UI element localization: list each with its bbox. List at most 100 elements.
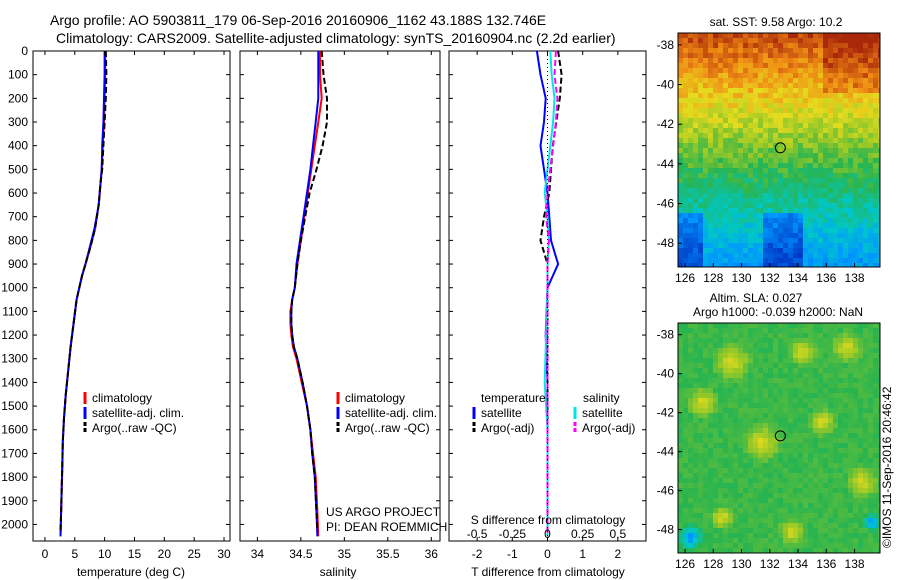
- sla-cell: [823, 403, 828, 408]
- sst-cell: [848, 188, 853, 193]
- sst-cell: [813, 128, 818, 133]
- sla-cell: [748, 458, 753, 463]
- sst-cell: [788, 208, 793, 213]
- sla-cell: [698, 408, 703, 413]
- sst-cell: [863, 58, 868, 63]
- sla-cell: [703, 548, 708, 553]
- map-lon-tick-label: 128: [703, 557, 723, 571]
- sla-cell: [743, 523, 748, 528]
- sst-cell: [828, 63, 833, 68]
- sla-cell: [698, 543, 703, 548]
- sst-cell: [853, 238, 858, 243]
- sla-cell: [723, 458, 728, 463]
- sla-cell: [758, 533, 763, 538]
- sla-cell: [803, 513, 808, 518]
- sla-cell: [678, 473, 683, 478]
- sst-cell: [783, 213, 788, 218]
- sst-cell: [773, 213, 778, 218]
- sla-cell: [718, 473, 723, 478]
- sst-cell: [688, 138, 693, 143]
- sla-cell: [808, 368, 813, 373]
- sla-cell: [823, 323, 828, 328]
- sst-cell: [708, 248, 713, 253]
- sla-cell: [678, 378, 683, 383]
- sst-cell: [808, 133, 813, 138]
- sla-cell: [763, 518, 768, 523]
- sla-cell: [758, 383, 763, 388]
- sst-cell: [728, 88, 733, 93]
- sst-cell: [698, 78, 703, 83]
- sla-cell: [748, 468, 753, 473]
- sla-cell: [723, 478, 728, 483]
- sla-cell: [683, 393, 688, 398]
- sla-cell: [828, 408, 833, 413]
- sla-cell: [718, 373, 723, 378]
- sst-cell: [878, 158, 880, 163]
- sla-cell: [688, 473, 693, 478]
- sst-cell: [723, 183, 728, 188]
- sla-cell: [843, 428, 848, 433]
- sla-cell: [758, 483, 763, 488]
- sst-cell: [838, 148, 843, 153]
- sst-cell: [753, 223, 758, 228]
- sla-cell: [793, 548, 798, 553]
- sst-cell: [853, 183, 858, 188]
- sst-cell: [818, 98, 823, 103]
- sst-cell: [678, 223, 683, 228]
- sla-cell: [878, 388, 880, 393]
- series-line-satellite-adj-clim-: [59, 51, 106, 537]
- sla-cell: [823, 353, 828, 358]
- sla-cell: [708, 498, 713, 503]
- sla-cell: [783, 388, 788, 393]
- sst-cell: [823, 258, 828, 263]
- sla-cell: [858, 398, 863, 403]
- sla-cell: [748, 423, 753, 428]
- sla-cell: [833, 488, 838, 493]
- sst-cell: [813, 63, 818, 68]
- sla-cell: [678, 348, 683, 353]
- sla-cell: [873, 533, 878, 538]
- sst-cell: [768, 258, 773, 263]
- sla-cell: [873, 498, 878, 503]
- sla-cell: [863, 528, 868, 533]
- sla-cell: [788, 518, 793, 523]
- sst-cell: [788, 128, 793, 133]
- sla-cell: [868, 338, 873, 343]
- sst-cell: [878, 143, 880, 148]
- sst-cell: [878, 53, 880, 58]
- sla-cell: [838, 453, 843, 458]
- sla-cell: [823, 518, 828, 523]
- sst-cell: [828, 173, 833, 178]
- sla-cell: [748, 343, 753, 348]
- sla-cell: [763, 378, 768, 383]
- sla-cell: [868, 538, 873, 543]
- sla-cell: [828, 548, 833, 553]
- sst-cell: [708, 238, 713, 243]
- sla-cell: [768, 413, 773, 418]
- sla-cell: [788, 393, 793, 398]
- sst-cell: [763, 248, 768, 253]
- sla-cell: [718, 338, 723, 343]
- sst-cell: [873, 48, 878, 53]
- sla-cell: [758, 508, 763, 513]
- sla-cell: [778, 453, 783, 458]
- sst-cell: [743, 93, 748, 98]
- sla-cell: [753, 453, 758, 458]
- sst-cell: [678, 53, 683, 58]
- depth-tick-label: 0: [21, 44, 28, 58]
- sst-cell: [778, 233, 783, 238]
- sla-cell: [803, 398, 808, 403]
- sla-cell: [723, 408, 728, 413]
- sla-cell: [843, 323, 848, 328]
- sst-cell: [878, 123, 880, 128]
- sla-cell: [813, 383, 818, 388]
- sst-cell: [678, 58, 683, 63]
- sst-cell: [773, 113, 778, 118]
- sla-cell: [843, 523, 848, 528]
- sla-cell: [873, 418, 878, 423]
- sst-cell: [718, 158, 723, 163]
- sst-cell: [868, 158, 873, 163]
- sla-cell: [783, 438, 788, 443]
- sla-cell: [873, 443, 878, 448]
- sst-cell: [798, 58, 803, 63]
